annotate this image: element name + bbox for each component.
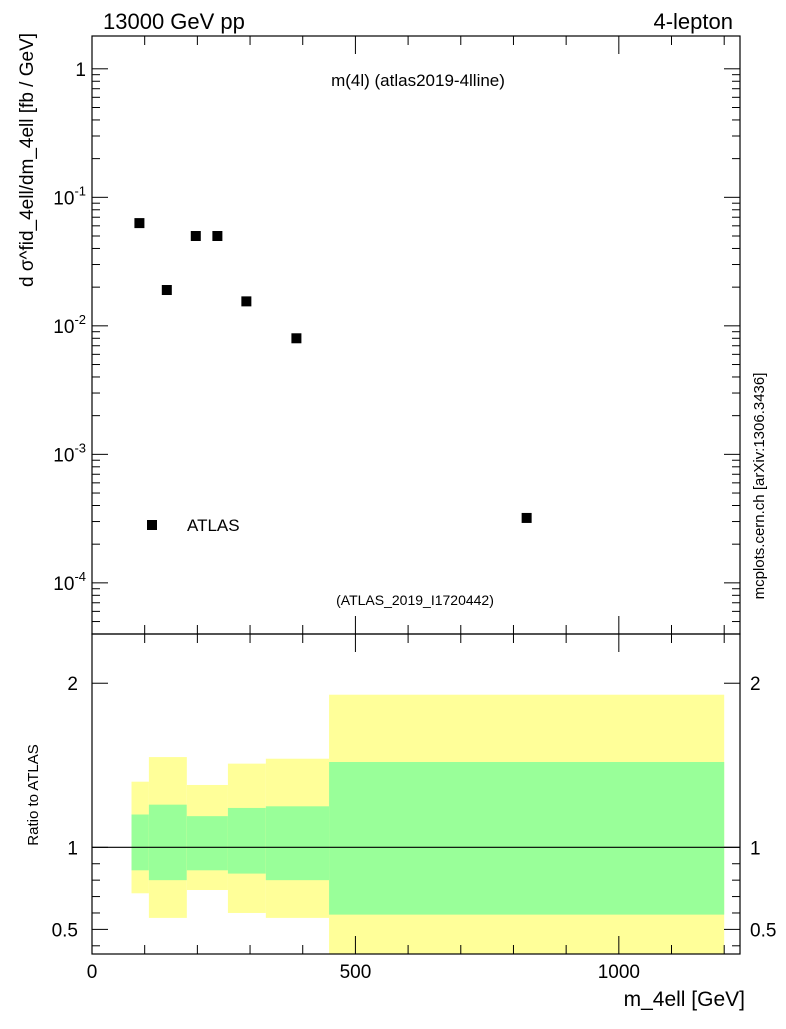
main-axis-ticks [91, 36, 740, 635]
ratio-inner-band [186, 816, 228, 871]
ratio-y-tick-label-right: 0.5 [750, 920, 776, 941]
main-y-tick-label: 10-2 [53, 312, 86, 338]
main-y-tick-label: 1 [75, 60, 86, 81]
main-y-axis-label: d σ^fid_4ell/dm_4ell [fb / GeV] [17, 33, 38, 287]
ratio-inner-band [131, 814, 149, 871]
ratio-inner-band [329, 762, 725, 915]
x-tick-label: 500 [340, 962, 372, 983]
header-left-label: 13000 GeV pp [103, 9, 245, 34]
data-point [521, 512, 532, 523]
x-tick-label: 1000 [598, 962, 640, 983]
ratio-y-tick-label-left: 0.5 [52, 920, 78, 941]
data-point [291, 333, 302, 344]
ratio-inner-band [227, 807, 266, 874]
legend-label: ATLAS [187, 516, 240, 535]
ratio-inner-band [265, 806, 330, 881]
data-point [212, 231, 223, 242]
analysis-tag: (ATLAS_2019_I1720442) [336, 592, 494, 608]
ratio-inner-band [148, 804, 187, 881]
header-right-label: 4-lepton [653, 9, 733, 34]
main-y-tick-label: 10-1 [53, 183, 86, 209]
main-y-tick-labels: 10-4 10-3 10-2 10-1 1 [53, 60, 86, 595]
main-chart-title: m(4l) (atlas2019-4lline) [331, 71, 505, 90]
main-panel: 10-4 10-3 10-2 10-1 1 m(4l) (atlas2019-4llin… [17, 33, 741, 635]
data-point [134, 218, 145, 229]
data-point [161, 285, 172, 296]
main-plot-frame [91, 35, 741, 635]
data-point [190, 231, 201, 242]
ratio-bands [131, 694, 725, 954]
legend-marker [147, 520, 157, 530]
data-point [241, 296, 252, 307]
side-label: mcplots.cern.ch [arXiv:1306.3436] [751, 373, 768, 600]
ratio-axis-ticks [91, 634, 740, 954]
ratio-y-tick-label-left: 1 [67, 838, 78, 859]
ratio-y-tick-label-right: 1 [750, 838, 761, 859]
ratio-y-tick-label-left: 2 [67, 674, 78, 695]
ratio-y-axis-label: Ratio to ATLAS [25, 744, 42, 845]
ratio-tick-labels: 0.5 0.5 1 1 2 2 0 500 1000 [52, 674, 777, 983]
ratio-plot-frame [91, 633, 741, 955]
main-y-tick-label: 10-3 [53, 440, 86, 466]
ratio-panel: 0.5 0.5 1 1 2 2 0 500 1000 Ratio to ATLAS m_4ell… [25, 633, 777, 1011]
main-y-tick-label: 10-4 [53, 569, 86, 595]
ratio-y-tick-label-right: 2 [750, 674, 761, 695]
main-data-markers [134, 218, 532, 523]
x-tick-label: 0 [87, 962, 98, 983]
x-axis-label: m_4ell [GeV] [624, 988, 745, 1011]
